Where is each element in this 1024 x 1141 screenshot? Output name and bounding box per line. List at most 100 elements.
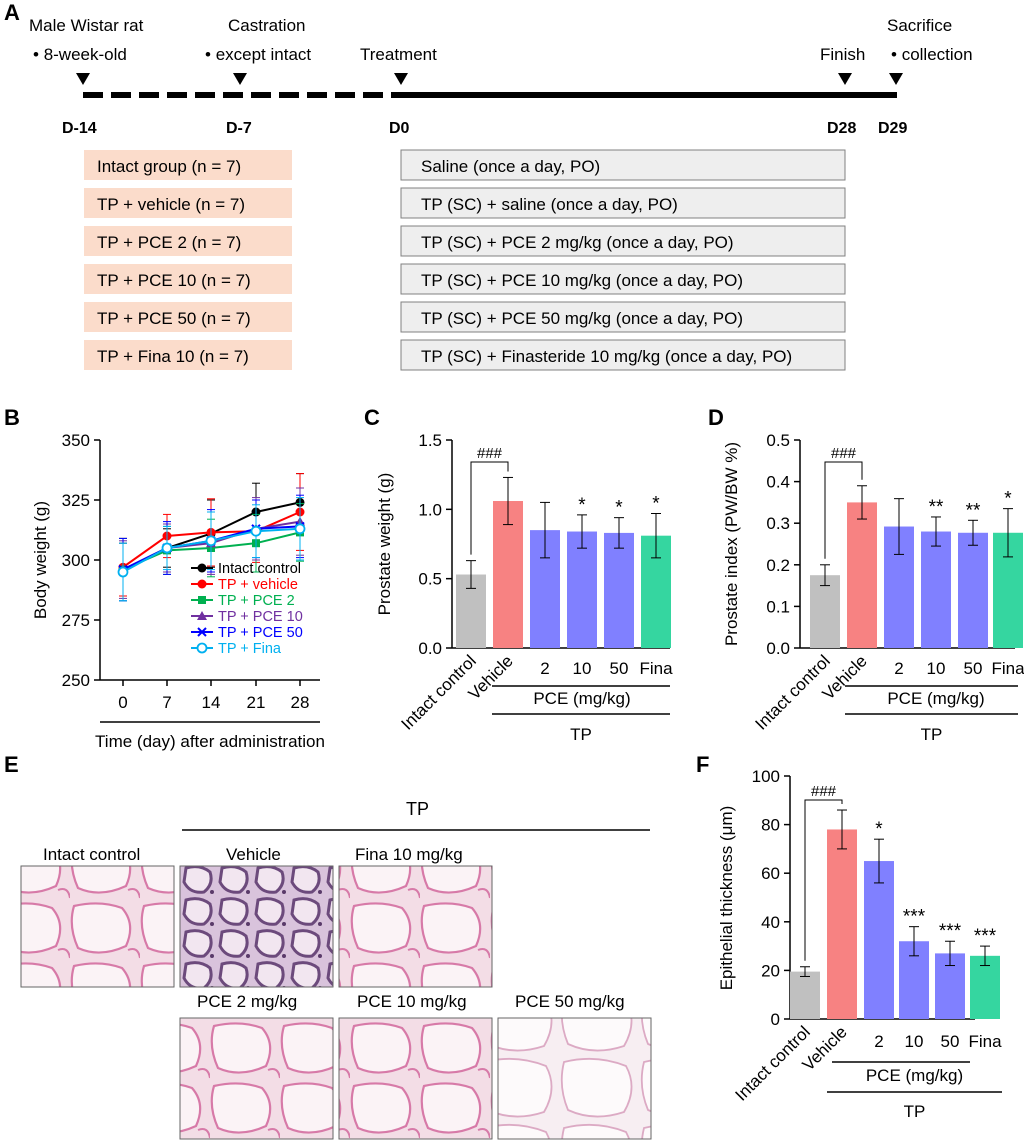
- treatment-label: TP (SC) + PCE 10 mg/kg (once a day, PO): [421, 271, 743, 290]
- bar: [493, 501, 523, 648]
- panel-d-label: D: [708, 405, 724, 430]
- x-tick-label: 14: [202, 693, 221, 712]
- histology-image-pce10: [338, 1017, 493, 1140]
- series-5: [117, 497, 306, 602]
- y-tick-label: 1.5: [418, 431, 442, 450]
- group-label: PCE (mg/kg): [887, 689, 984, 708]
- group-label: TP + vehicle (n = 7): [97, 195, 245, 214]
- significance-marker: *: [578, 495, 586, 516]
- group-box: [84, 264, 292, 294]
- bar: [958, 532, 988, 648]
- treatment-box: [400, 225, 846, 257]
- image-caption: Fina 10 mg/kg: [355, 845, 463, 864]
- group-box: [84, 150, 292, 180]
- day-label: D-14: [62, 120, 97, 137]
- group-table: Intact group (n = 7) Saline (once a day, …: [84, 149, 846, 371]
- y-tick-label: 250: [62, 671, 90, 690]
- y-tick-label: 0: [771, 1010, 780, 1029]
- data-point: [197, 611, 207, 620]
- group-label: TP + PCE 50 (n = 7): [97, 309, 251, 328]
- y-tick-label: 275: [62, 611, 90, 630]
- x-tick-label: 7: [162, 693, 171, 712]
- bar: [567, 531, 597, 648]
- legend-label: TP + PCE 10: [218, 609, 303, 625]
- treatment-label: TP: [921, 725, 943, 744]
- y-tick-label: 0.5: [418, 570, 442, 589]
- data-point: [197, 579, 207, 589]
- y-axis-title: Prostate index (PW/BW %): [722, 442, 741, 646]
- y-tick-label: 0.0: [418, 639, 442, 658]
- y-tick-label: 300: [62, 551, 90, 570]
- significance-marker: ***: [974, 926, 997, 947]
- y-tick-label: 0.3: [766, 514, 790, 533]
- significance-marker: *: [1004, 489, 1012, 510]
- comparison-bracket: [824, 461, 863, 559]
- category-label: 50: [610, 659, 629, 678]
- treatment-label: TP (SC) + PCE 50 mg/kg (once a day, PO): [421, 309, 743, 328]
- category-label: 10: [573, 659, 592, 678]
- treatment-label: TP (SC) + PCE 2 mg/kg (once a day, PO): [421, 233, 734, 252]
- data-point: [198, 596, 206, 604]
- y-tick-label: 40: [761, 913, 780, 932]
- comparison-marker: ###: [811, 783, 837, 800]
- panel-b-label: B: [4, 405, 20, 430]
- panel-f: F 0 20 40 60 80 100 Epithelial thickness (μm) *…: [696, 752, 1002, 1121]
- y-tick-label: 0.4: [766, 473, 790, 492]
- y-tick-label: 20: [761, 961, 780, 980]
- category-label: Fina: [991, 659, 1024, 678]
- panel-e: E TP Intact control Vehicle Fina 10 mg/k…: [4, 752, 652, 1140]
- bar: [604, 532, 634, 648]
- timeline-arrow-icon: [76, 73, 90, 85]
- panel-a-label: A: [4, 0, 20, 25]
- y-tick-label: 1.0: [418, 500, 442, 519]
- bar: [864, 861, 894, 1019]
- group-box: [84, 340, 292, 370]
- histology-image-intact: [20, 865, 175, 988]
- treatment-label: TP (SC) + saline (once a day, PO): [421, 195, 678, 214]
- data-point: [161, 542, 173, 554]
- y-tick-label: 60: [761, 864, 780, 883]
- treatment-box: [400, 149, 846, 181]
- event-title: Male Wistar rat: [29, 16, 144, 35]
- group-label: Intact group (n = 7): [97, 157, 241, 176]
- image-caption: Intact control: [43, 845, 140, 864]
- significance-marker: **: [966, 500, 981, 521]
- significance-marker: *: [615, 498, 623, 519]
- legend-label: TP + vehicle: [218, 577, 298, 593]
- category-label: Fina: [968, 1032, 1002, 1051]
- histology-image-fina: [338, 865, 493, 988]
- y-tick-label: 0.5: [766, 431, 790, 450]
- data-point: [205, 535, 217, 547]
- treatment-box: [400, 263, 846, 295]
- image-caption: PCE 2 mg/kg: [197, 992, 297, 1011]
- histology-image-pce50: [497, 1017, 652, 1140]
- comparison-bracket: [804, 799, 843, 961]
- category-label: Fina: [639, 659, 673, 678]
- y-tick-label: 325: [62, 491, 90, 510]
- y-tick-label: 0.0: [766, 639, 790, 658]
- data-point: [197, 627, 207, 637]
- y-tick-label: 0.2: [766, 556, 790, 575]
- comparison-marker: ###: [477, 445, 503, 462]
- y-tick-label: 0.1: [766, 597, 790, 616]
- treatment-label: Saline (once a day, PO): [421, 157, 600, 176]
- event-title: Finish: [820, 45, 865, 64]
- legend-label: TP + Fina: [218, 641, 282, 657]
- bar: [921, 531, 951, 648]
- significance-marker: ***: [903, 907, 926, 928]
- event-sub: • collection: [891, 45, 973, 64]
- legend-label: TP + PCE 2: [218, 593, 295, 609]
- event-title: Sacrifice: [887, 16, 952, 35]
- bar: [810, 575, 840, 648]
- y-axis-title: Epithelial thickness (μm): [717, 806, 736, 991]
- group-box: [84, 188, 292, 218]
- timeline-arrow-icon: [394, 73, 408, 85]
- x-axis-title: Time (day) after administration: [95, 732, 325, 751]
- day-label: D-7: [226, 120, 252, 137]
- panel-b: B 250 275 300 325 350 0 7 14 21 28 Time (day) afte…: [4, 405, 325, 751]
- event-title: Treatment: [360, 45, 437, 64]
- group-label: PCE (mg/kg): [866, 1066, 963, 1085]
- event-title: Castration: [228, 16, 305, 35]
